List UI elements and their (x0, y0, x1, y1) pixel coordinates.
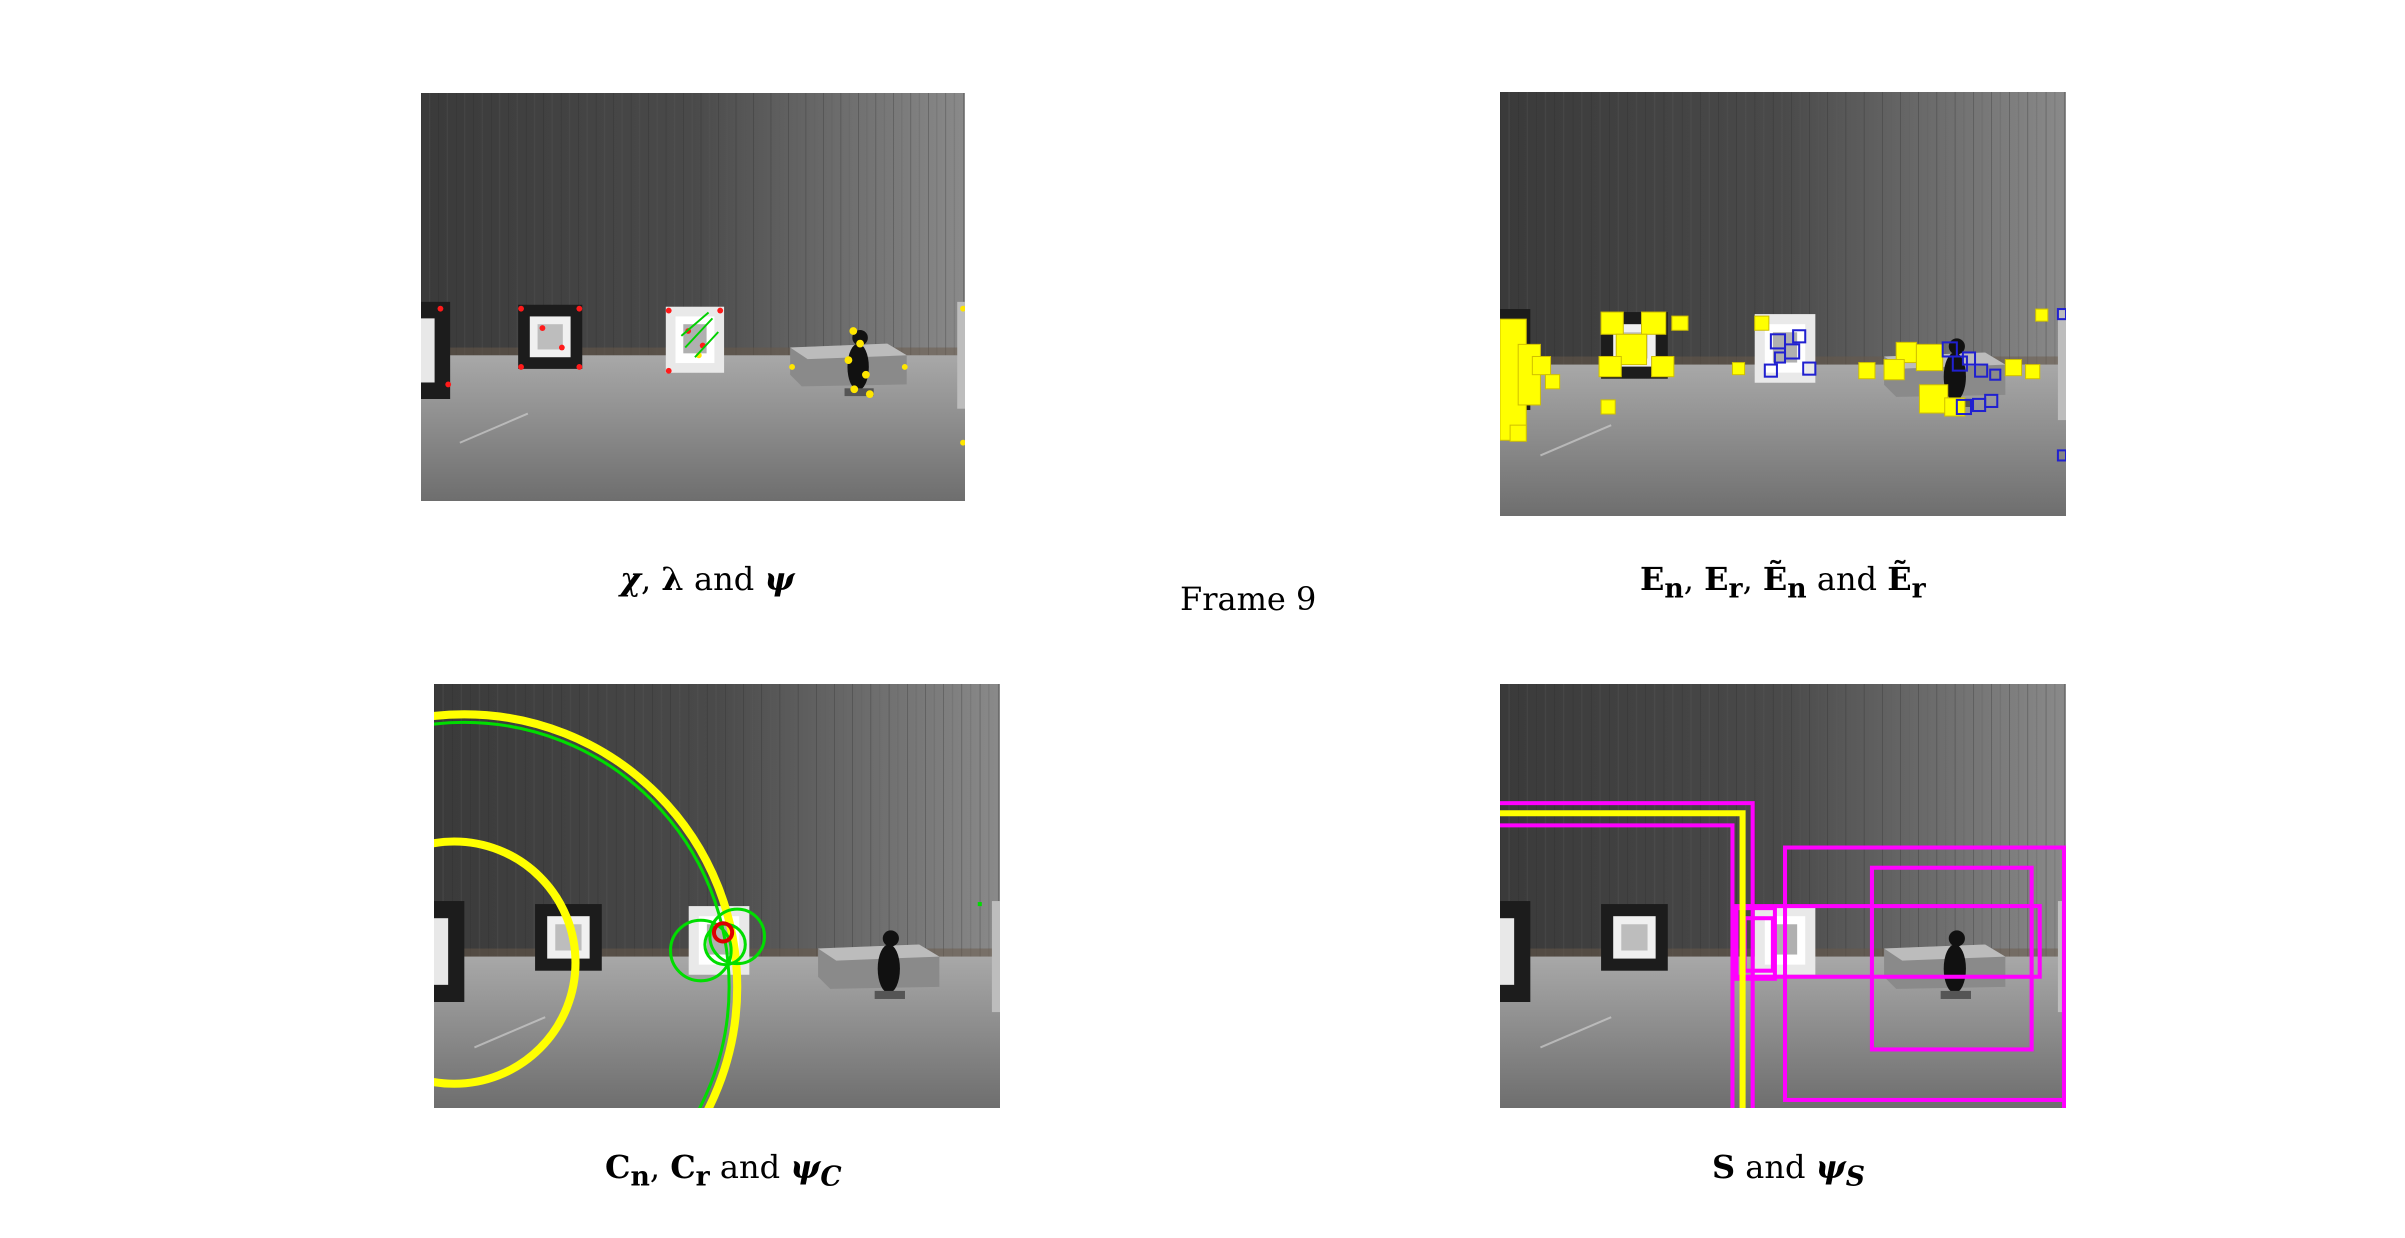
panel-circles (434, 684, 1000, 1108)
large-circle (434, 710, 742, 1108)
panel-features (421, 93, 965, 501)
caption-bottom-right: S and ψS (1712, 1148, 1866, 1193)
red-circle (711, 921, 735, 944)
caption-top-right: En, Er, Ẽn and Ẽr (1640, 560, 1926, 605)
panel-boxes (1500, 684, 2066, 1108)
yellow-circle (434, 837, 580, 1088)
yellow-box (1500, 810, 1746, 1108)
flow-vectors (680, 311, 719, 358)
feature-points (437, 305, 724, 388)
blue-boxes (1763, 308, 2066, 462)
caption-top-left: χ, λ and ψ (620, 560, 795, 598)
green-marker (977, 902, 982, 907)
magenta-boxes (1500, 801, 2066, 1108)
frame-label: Frame 9 (1180, 580, 1317, 618)
caption-bottom-left: Cn, Cr and ψC (605, 1148, 842, 1193)
yellow-boxes (1500, 308, 2049, 442)
panel-edges (1500, 92, 2066, 516)
